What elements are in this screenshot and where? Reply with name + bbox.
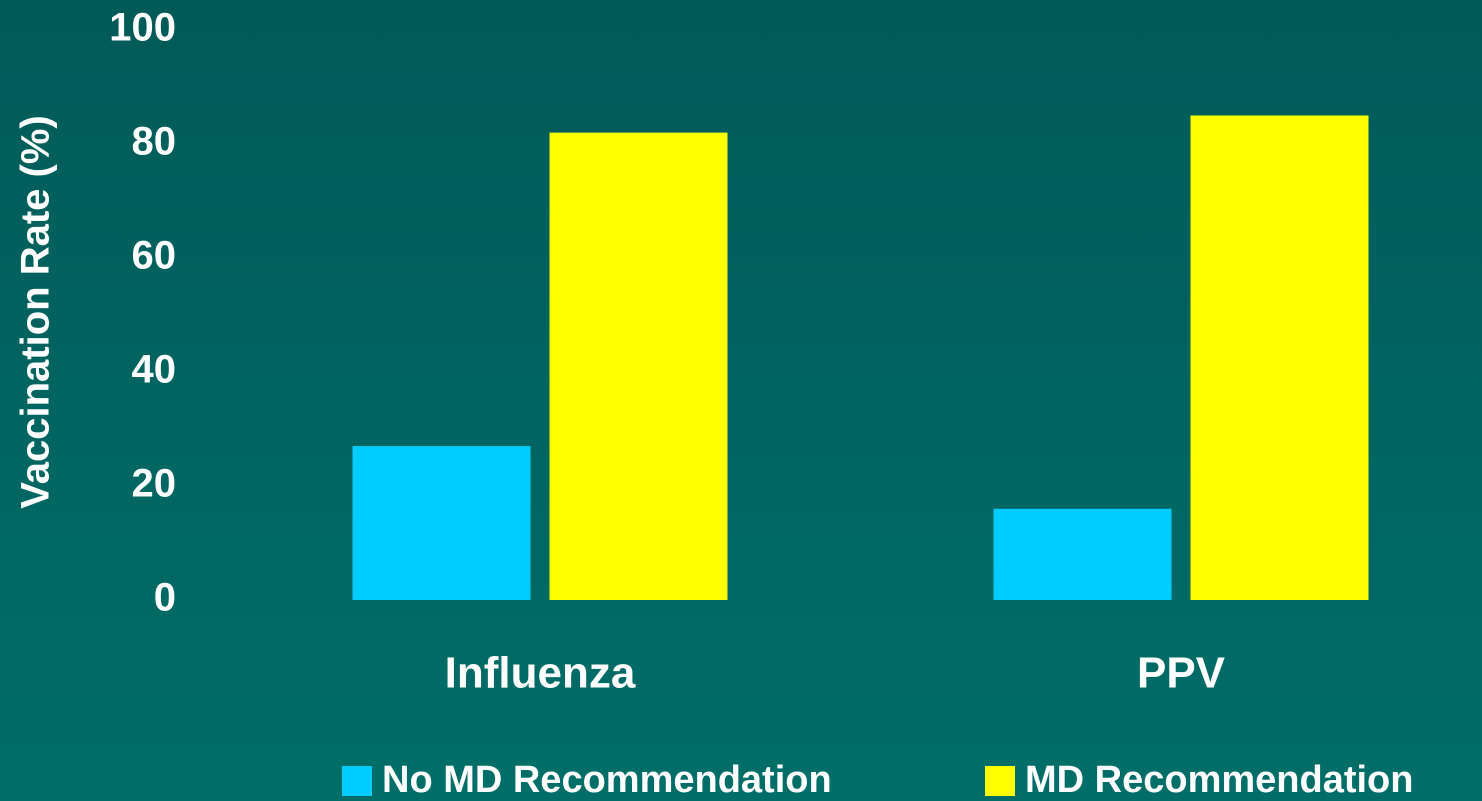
legend-label: MD Recommendation [1025,759,1413,801]
legend-swatch [985,766,1015,796]
y-tick-label: 100 [109,6,176,50]
x-tick-label: PPV [1137,649,1226,698]
legend-label: No MD Recommendation [382,759,832,801]
legend-swatch [342,766,372,796]
bar [352,446,531,600]
bar [993,508,1172,600]
y-tick-label: 80 [132,120,177,164]
y-tick-label: 20 [132,462,177,506]
x-tick-label: Influenza [445,649,636,698]
y-axis-label: Vaccination Rate (%) [14,115,58,508]
bar [549,132,728,600]
y-tick-label: 40 [132,348,177,392]
bar [1190,115,1369,600]
y-tick-label: 0 [154,576,176,620]
y-tick-label: 60 [132,234,177,278]
